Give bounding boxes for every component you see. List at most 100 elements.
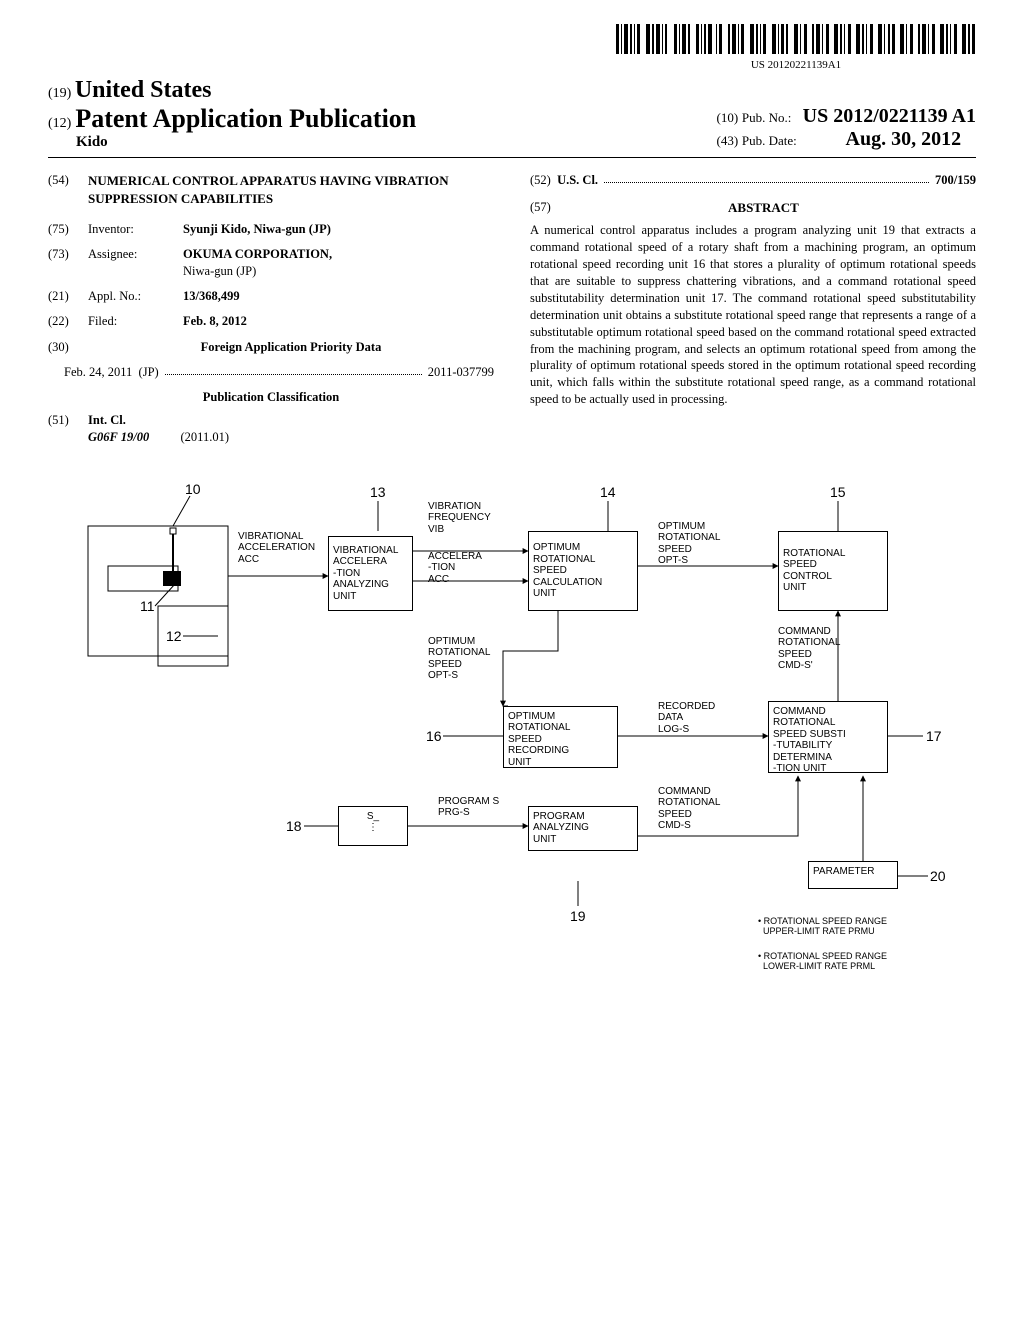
box-20: PARAMETER bbox=[808, 861, 898, 889]
abstract-text: A numerical control apparatus includes a… bbox=[530, 222, 976, 408]
header-country-line: (19) United States bbox=[48, 77, 976, 104]
abstract-code: (57) bbox=[530, 199, 551, 223]
applno-label: Appl. No.: bbox=[88, 288, 183, 305]
pubno-value: US 2012/0221139 A1 bbox=[803, 105, 976, 127]
filed-value: Feb. 8, 2012 bbox=[183, 314, 247, 328]
box-14: OPTIMUMROTATIONALSPEEDCALCULATIONUNIT bbox=[528, 531, 638, 611]
barcode: US 20120221139A1 bbox=[616, 24, 976, 71]
pubdate-code: (43) bbox=[716, 133, 738, 148]
barcode-text: US 20120221139A1 bbox=[616, 59, 976, 71]
inventor-label: Inventor: bbox=[88, 221, 183, 238]
dotted-leader-2 bbox=[604, 172, 929, 183]
header-rule bbox=[48, 157, 976, 158]
num-17: 17 bbox=[926, 728, 942, 744]
box-18: S_⋮ bbox=[338, 806, 408, 846]
intcl-year: (2011.01) bbox=[181, 430, 230, 444]
pubdate-value: Aug. 30, 2012 bbox=[846, 128, 962, 150]
pub-label: Patent Application Publication bbox=[75, 104, 416, 133]
author: Kido bbox=[48, 134, 416, 151]
applno-code: (21) bbox=[48, 288, 88, 305]
title-text: NUMERICAL CONTROL APPARATUS HAVING VIBRA… bbox=[88, 172, 494, 207]
biblio-columns: (54) NUMERICAL CONTROL APPARATUS HAVING … bbox=[48, 172, 976, 446]
num-12: 12 bbox=[166, 628, 182, 644]
abstract-label: ABSTRACT bbox=[551, 199, 976, 217]
intcl-row: (51) Int. Cl. bbox=[48, 412, 494, 429]
filed-row: (22) Filed: Feb. 8, 2012 bbox=[48, 313, 494, 330]
barcode-svg bbox=[616, 24, 976, 58]
box-13: VIBRATIONALACCELERA-TIONANALYZINGUNIT bbox=[328, 536, 413, 611]
priority-num: 2011-037799 bbox=[428, 364, 494, 381]
intcl-class: G06F 19/00 bbox=[88, 430, 149, 444]
box-16: OPTIMUMROTATIONALSPEEDRECORDINGUNIT bbox=[503, 706, 618, 768]
pub-code: (12) bbox=[48, 116, 71, 131]
inventor-row: (75) Inventor: Syunji Kido, Niwa-gun (JP… bbox=[48, 221, 494, 238]
pubno-code: (10) bbox=[716, 110, 738, 125]
assignee-value: OKUMA CORPORATION, bbox=[183, 247, 332, 261]
num-16: 16 bbox=[426, 728, 442, 744]
patent-page: US 20120221139A1 (19) United States (12)… bbox=[0, 0, 1024, 1036]
priority-heading: Foreign Application Priority Data bbox=[201, 340, 382, 354]
note-1: • ROTATIONAL SPEED RANGE UPPER-LIMIT RAT… bbox=[758, 916, 887, 937]
lbl-cmds: COMMANDROTATIONALSPEEDCMD-S bbox=[658, 786, 720, 832]
assignee-label: Assignee: bbox=[88, 246, 183, 280]
col-left: (54) NUMERICAL CONTROL APPARATUS HAVING … bbox=[48, 172, 494, 446]
uscl-code: (52) bbox=[530, 172, 551, 189]
num-19: 19 bbox=[570, 908, 586, 924]
country-code: (19) bbox=[48, 86, 71, 101]
title-block: (54) NUMERICAL CONTROL APPARATUS HAVING … bbox=[48, 172, 494, 207]
abstract-head-row: (57) ABSTRACT bbox=[530, 199, 976, 223]
lbl-logs: RECORDEDDATALOG-S bbox=[658, 701, 715, 736]
pubno-label: Pub. No.: bbox=[742, 110, 791, 125]
title-code: (54) bbox=[48, 172, 88, 207]
uscl-value: 700/159 bbox=[935, 172, 976, 189]
priority-row: Feb. 24, 2011 (JP) 2011-037799 bbox=[48, 364, 494, 381]
inventor-value: Syunji Kido, Niwa-gun (JP) bbox=[183, 222, 331, 236]
lbl-cmds2: COMMANDROTATIONALSPEEDCMD-S' bbox=[778, 626, 840, 672]
col-right: (52) U.S. Cl. 700/159 (57) ABSTRACT A nu… bbox=[530, 172, 976, 446]
barcode-region: US 20120221139A1 bbox=[48, 24, 976, 73]
intcl-label: Int. Cl. bbox=[88, 413, 126, 427]
num-15: 15 bbox=[830, 484, 846, 500]
priority-code: (30) bbox=[48, 339, 88, 356]
priority-heading-row: (30) Foreign Application Priority Data bbox=[48, 339, 494, 356]
box-15: ROTATIONALSPEEDCONTROLUNIT bbox=[778, 531, 888, 611]
num-10: 10 bbox=[185, 481, 201, 497]
pubdate-label: Pub. Date: bbox=[742, 133, 797, 148]
intcl-class-row: G06F 19/00 (2011.01) bbox=[48, 429, 494, 446]
num-14: 14 bbox=[600, 484, 616, 500]
country: United States bbox=[75, 77, 212, 103]
header: (19) United States (12) Patent Applicati… bbox=[48, 77, 976, 151]
num-18: 18 bbox=[286, 818, 302, 834]
assignee-code: (73) bbox=[48, 246, 88, 280]
uscl-row: (52) U.S. Cl. 700/159 bbox=[530, 172, 976, 189]
priority-country: (JP) bbox=[139, 364, 159, 381]
filed-label: Filed: bbox=[88, 313, 183, 330]
uscl-label: U.S. Cl. bbox=[557, 172, 598, 189]
box-17: COMMANDROTATIONALSPEED SUBSTI-TUTABILITY… bbox=[768, 701, 888, 773]
note-2: • ROTATIONAL SPEED RANGE LOWER-LIMIT RAT… bbox=[758, 951, 887, 972]
header-row2: (12) Patent Application Publication Kido… bbox=[48, 104, 976, 151]
num-13: 13 bbox=[370, 484, 386, 500]
dotted-leader bbox=[165, 364, 422, 375]
lbl-opts: OPTIMUMROTATIONALSPEEDOPT-S bbox=[658, 521, 720, 567]
header-right: (10) Pub. No.: US 2012/0221139 A1 (43) P… bbox=[716, 105, 976, 151]
num-20: 20 bbox=[930, 868, 946, 884]
lbl-prgs: PROGRAM SPRG-S bbox=[438, 796, 499, 819]
priority-date: Feb. 24, 2011 bbox=[48, 364, 132, 381]
num-11: 11 bbox=[140, 598, 155, 614]
assignee-row: (73) Assignee: OKUMA CORPORATION, Niwa-g… bbox=[48, 246, 494, 280]
lbl-vib: VIBRATIONFREQUENCYVIB bbox=[428, 501, 491, 536]
filed-code: (22) bbox=[48, 313, 88, 330]
lbl-opts2: OPTIMUMROTATIONALSPEEDOPT-S bbox=[428, 636, 490, 682]
intcl-code: (51) bbox=[48, 412, 88, 429]
pubclass-heading: Publication Classification bbox=[48, 389, 494, 406]
applno-value: 13/368,499 bbox=[183, 289, 240, 303]
lbl-acc2: ACCELERA-TIONACC bbox=[428, 551, 482, 586]
header-left: (12) Patent Application Publication Kido bbox=[48, 104, 416, 151]
box-19: PROGRAMANALYZINGUNIT bbox=[528, 806, 638, 851]
figure-diagram: VIBRATIONALACCELERATIONACC VIBRATIONFREQ… bbox=[48, 476, 978, 996]
applno-row: (21) Appl. No.: 13/368,499 bbox=[48, 288, 494, 305]
assignee-value2: Niwa-gun (JP) bbox=[183, 264, 256, 278]
inventor-code: (75) bbox=[48, 221, 88, 238]
lbl-acc: VIBRATIONALACCELERATIONACC bbox=[238, 531, 315, 566]
